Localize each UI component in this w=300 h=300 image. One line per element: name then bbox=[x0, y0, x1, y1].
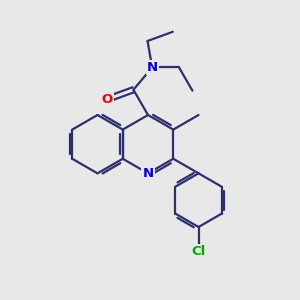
Text: Cl: Cl bbox=[191, 245, 206, 258]
Text: N: N bbox=[147, 61, 158, 74]
Text: N: N bbox=[142, 167, 154, 180]
Text: O: O bbox=[102, 93, 113, 106]
